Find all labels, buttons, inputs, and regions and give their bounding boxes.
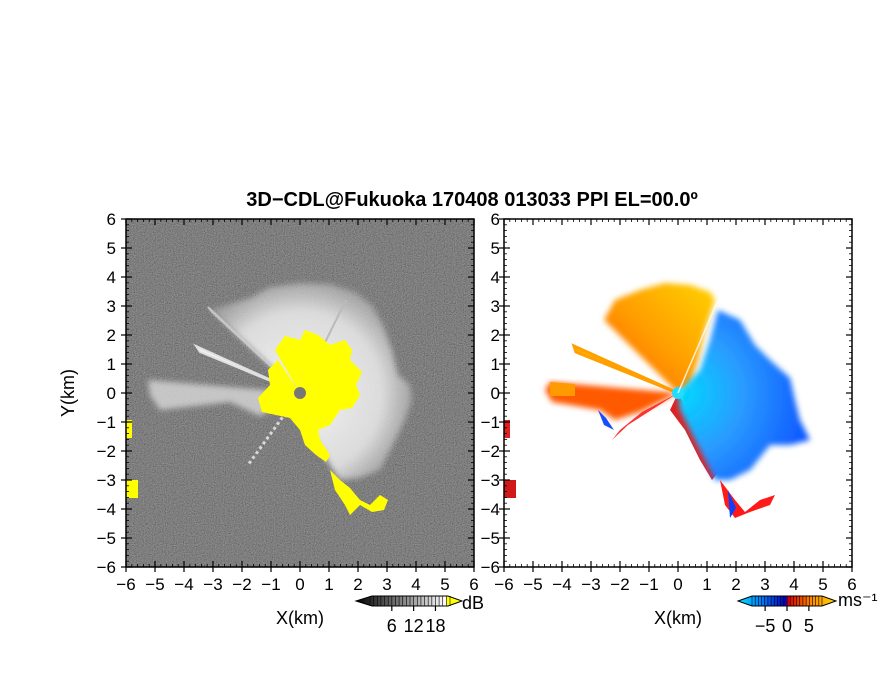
velocity-x-tick-labels: −6 −5 −4 −3 −2 −1 0 1 2 3 4 5 6 [494,575,856,594]
x-tick-label: −1 [261,575,280,594]
y-axis-label: Y(km) [58,369,78,417]
velocity-colorbar-unit: ms⁻¹ [838,590,878,610]
x-tick-label: 6 [847,575,856,594]
x-tick-label: 5 [440,575,449,594]
y-tick-label: 4 [107,268,116,287]
x-tick-label: 2 [353,575,362,594]
velocity-y-tick-labels: 6 5 4 3 2 1 0 −1 −2 −3 −4 −5 −6 [481,210,500,577]
y-tick-label: −6 [97,558,116,577]
reflectivity-panel: −6 −5 −4 −3 −2 −1 0 1 2 3 4 5 6 6543210−1−2−3−4−5−6 … [58,210,484,636]
x-tick-label: 0 [295,575,304,594]
reflectivity-ticks [121,218,475,572]
chart-title: 3D−CDL@Fukuoka 170408 013033 PPI EL=00.0… [246,189,698,211]
colorbar-tick-label: 6 [387,616,397,636]
x-tick-label: −6 [116,575,135,594]
y-tick-label: −6 [481,558,500,577]
reflectivity-x-axis-label: X(km) [276,608,324,628]
x-tick-label: −2 [232,575,251,594]
velocity-ticks [499,218,853,572]
y-tick-label: 2 [491,326,500,345]
y-tick-label: −2 [481,442,500,461]
y-tick-label: −4 [97,500,116,519]
y-tick-label: 6 [107,210,116,229]
y-tick-label: 5 [491,239,500,258]
velocity-panel: −6 −5 −4 −3 −2 −1 0 1 2 3 4 5 6 6543210−1−2−3−4−5−6 … [481,210,878,636]
x-tick-label: −1 [639,575,658,594]
y-tick-label: 1 [491,355,500,374]
x-tick-label: 1 [324,575,333,594]
x-tick-label: 6 [469,575,478,594]
y-tick-label: 6 [491,210,500,229]
colorbar-tick-label: 0 [782,616,792,636]
y-tick-label: −3 [97,471,116,490]
y-tick-label: −5 [97,529,116,548]
velocity-image [504,219,852,567]
colorbar-tick-label: 18 [425,616,445,636]
y-tick-label: 3 [491,297,500,316]
y-tick-label: 1 [107,355,116,374]
y-tick-label: −4 [481,500,500,519]
y-tick-label: 3 [107,297,116,316]
x-tick-label: −3 [581,575,600,594]
y-tick-label: −3 [481,471,500,490]
x-tick-label: 3 [760,575,769,594]
velocity-x-axis-label: X(km) [654,608,702,628]
reflectivity-y-tick-labels: 6 5 4 3 2 1 0 −1 −2 −3 −4 −5 −6 [97,210,116,577]
y-tick-label: −1 [481,413,500,432]
y-tick-label: 2 [107,326,116,345]
reflectivity-colorbar: dB 6 12 18 [354,593,484,636]
colorbar-tick-label: 12 [404,616,424,636]
x-tick-label: 4 [411,575,420,594]
colorbar-tick-label: 5 [804,616,814,636]
reflectivity-x-tick-labels: −6 −5 −4 −3 −2 −1 0 1 2 3 4 5 6 [116,575,478,594]
y-tick-label: 0 [107,384,116,403]
velocity-colorbar: ms⁻¹ −5 0 5 [736,590,878,636]
y-tick-label: 0 [491,384,500,403]
x-tick-label: 1 [702,575,711,594]
colorbar-tick-label: −5 [755,616,776,636]
y-tick-label: −2 [97,442,116,461]
x-tick-label: −4 [174,575,193,594]
y-tick-label: −1 [97,413,116,432]
reflectivity-image [126,219,474,567]
x-tick-label: −4 [552,575,571,594]
x-tick-label: −3 [203,575,222,594]
x-tick-label: −6 [494,575,513,594]
x-tick-label: 3 [382,575,391,594]
y-tick-label: −5 [481,529,500,548]
x-tick-label: −5 [523,575,542,594]
reflectivity-colorbar-unit: dB [462,593,484,613]
x-tick-label: 4 [789,575,798,594]
x-tick-label: 2 [731,575,740,594]
y-tick-label: 5 [107,239,116,258]
x-tick-label: 0 [673,575,682,594]
y-tick-label: 4 [491,268,500,287]
x-tick-label: −2 [610,575,629,594]
x-tick-label: 5 [818,575,827,594]
x-tick-label: −5 [145,575,164,594]
